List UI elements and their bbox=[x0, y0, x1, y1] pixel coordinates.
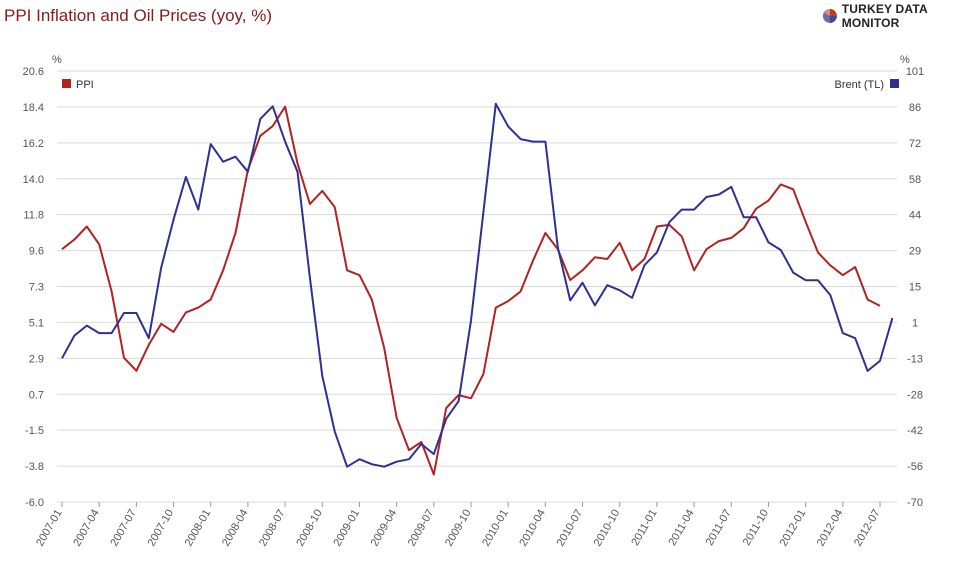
right-tick-label: -56 bbox=[907, 461, 923, 473]
left-tick-label: 11.8 bbox=[23, 210, 44, 222]
x-tick-label: 2011-04 bbox=[667, 508, 697, 548]
left-tick-label: -1.5 bbox=[25, 425, 44, 437]
x-tick-label: 2009-01 bbox=[331, 508, 362, 549]
x-tick-label: 2008-01 bbox=[183, 508, 214, 549]
right-tick-label: -70 bbox=[907, 497, 923, 509]
left-tick-label: -6.0 bbox=[25, 497, 44, 509]
legend-brent-label: Brent (TL) bbox=[834, 79, 884, 91]
x-tick-label: 2012-01 bbox=[778, 508, 809, 549]
right-tick-label: 101 bbox=[906, 66, 924, 78]
chart-title: PPI Inflation and Oil Prices (yoy, %) bbox=[4, 6, 273, 25]
pie-logo-icon bbox=[822, 9, 837, 23]
left-tick-label: 20.6 bbox=[23, 66, 44, 78]
legend-brent-swatch bbox=[890, 79, 899, 88]
x-tick-label: 2012-04 bbox=[815, 508, 846, 549]
x-axis-ticks: 2007-01 2007-04 2007-07 2007-10 2008-01 2008-… bbox=[34, 502, 883, 548]
right-tick-label: 15 bbox=[909, 282, 921, 294]
x-tick-label: 2007-10 bbox=[146, 508, 177, 549]
x-tick-label: 2008-04 bbox=[220, 508, 251, 549]
left-tick-label: 18.4 bbox=[23, 102, 44, 114]
x-tick-label: 2007-01 bbox=[34, 508, 65, 549]
x-tick-label: 2011-07 bbox=[704, 508, 734, 548]
legend-brent[interactable]: Brent (TL) bbox=[834, 79, 899, 91]
x-tick-label: 2011-10 bbox=[741, 508, 771, 548]
right-tick-label: 1 bbox=[912, 317, 918, 329]
right-tick-label: -13 bbox=[907, 353, 923, 365]
x-tick-label: 2008-10 bbox=[294, 508, 325, 549]
series-line-brent bbox=[61, 102, 894, 468]
x-tick-label: 2010-07 bbox=[555, 508, 586, 549]
series-line-ppi bbox=[61, 105, 881, 476]
x-tick-label: 2008-07 bbox=[257, 508, 288, 549]
x-tick-label: 2009-07 bbox=[406, 508, 437, 549]
x-tick-label: 2010-04 bbox=[517, 508, 548, 549]
left-axis-unit: % bbox=[52, 54, 62, 66]
right-tick-label: -28 bbox=[907, 389, 923, 401]
right-tick-label: 29 bbox=[909, 246, 921, 258]
legend-ppi[interactable]: PPI bbox=[62, 79, 94, 91]
right-tick-label: 44 bbox=[909, 210, 921, 222]
legend-ppi-swatch bbox=[62, 79, 71, 88]
legend-ppi-label: PPI bbox=[76, 79, 94, 91]
right-axis-ticks: 101 86 72 58 44 29 15 1 -13 -28 -42 -56 -70 bbox=[906, 66, 924, 509]
x-tick-label: 2010-10 bbox=[592, 508, 623, 549]
left-axis-ticks: 20.6 18.4 16.2 14.0 11.8 9.6 7.3 5.1 2.9 0.7 -1.5 -… bbox=[23, 66, 44, 509]
left-tick-label: 5.1 bbox=[29, 317, 44, 329]
x-tick-label: 2007-07 bbox=[108, 508, 139, 549]
right-tick-label: -42 bbox=[907, 425, 923, 437]
series-layer bbox=[61, 102, 894, 476]
x-tick-label: 2007-04 bbox=[71, 508, 102, 549]
left-tick-label: 7.3 bbox=[29, 282, 44, 294]
x-tick-label: 2012-07 bbox=[852, 508, 883, 549]
left-tick-label: 2.9 bbox=[29, 353, 44, 365]
brand-logo: TURKEY DATA MONITOR bbox=[822, 2, 970, 30]
left-tick-label: -3.8 bbox=[25, 461, 44, 473]
x-tick-label: 2009-04 bbox=[369, 508, 400, 549]
left-tick-label: 0.7 bbox=[29, 389, 44, 401]
grid-lines bbox=[57, 70, 897, 503]
left-tick-label: 14.0 bbox=[23, 174, 44, 186]
x-tick-label: 2009-10 bbox=[443, 508, 474, 549]
x-tick-label: 2010-01 bbox=[480, 508, 511, 549]
x-tick-label: 2011-01 bbox=[629, 508, 659, 548]
right-tick-label: 72 bbox=[909, 138, 921, 150]
right-tick-label: 86 bbox=[909, 102, 921, 114]
right-tick-label: 58 bbox=[909, 174, 921, 186]
brand-name: TURKEY DATA MONITOR bbox=[841, 2, 928, 30]
left-tick-label: 9.6 bbox=[29, 246, 44, 258]
left-tick-label: 16.2 bbox=[23, 138, 44, 150]
right-axis-unit: % bbox=[900, 54, 910, 66]
